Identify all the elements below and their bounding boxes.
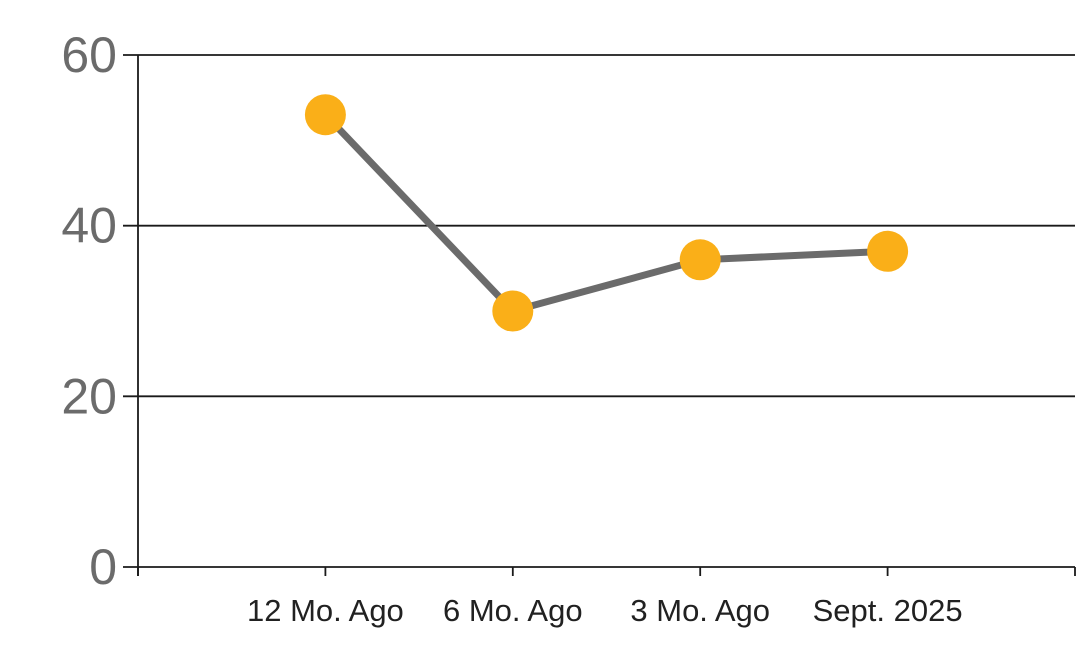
- y-tick-label: 40: [61, 198, 117, 254]
- y-tick-label: 0: [89, 539, 117, 595]
- data-point-marker-1: [492, 290, 534, 332]
- y-tick-label: 60: [61, 27, 117, 83]
- data-point-marker-0: [304, 94, 346, 136]
- data-point-marker-2: [679, 239, 721, 281]
- x-tick-label: 3 Mo. Ago: [630, 593, 770, 628]
- series-line: [322, 112, 888, 315]
- x-tick-label: 12 Mo. Ago: [247, 593, 404, 628]
- data-point-marker-3: [867, 230, 909, 272]
- x-tick-label: 6 Mo. Ago: [443, 593, 583, 628]
- x-tick-label: Sept. 2025: [813, 593, 963, 628]
- y-tick-label: 20: [61, 368, 117, 424]
